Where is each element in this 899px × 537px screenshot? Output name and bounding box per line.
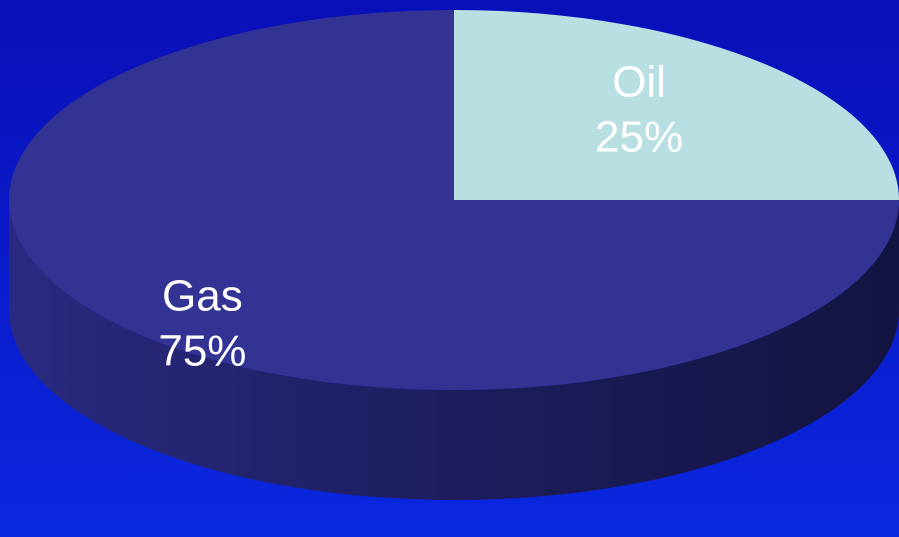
slice-value-label-gas: 75% [158,326,246,375]
pie-labels: Oil 25% Gas 75% [158,58,683,376]
pie-slice-gas [9,10,899,390]
slice-label-gas: Gas [162,271,243,320]
slice-label-oil: Oil [612,58,666,107]
pie-side-wall [9,200,899,500]
pie-slice-oil [454,10,899,200]
slice-value-label-oil: 25% [595,113,683,162]
pie-side-walls [9,200,899,500]
pie-top-faces [9,10,899,390]
